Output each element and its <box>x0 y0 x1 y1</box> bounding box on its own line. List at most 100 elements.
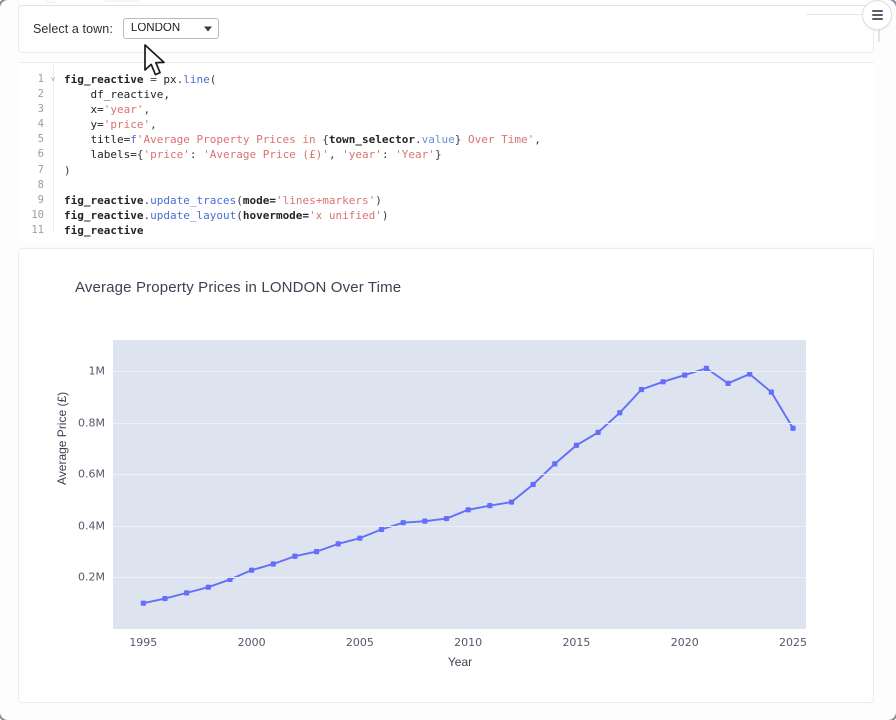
chart-data-marker[interactable] <box>313 548 320 555</box>
chart-y-tick-label: 0.8M <box>78 416 105 430</box>
menu-stub <box>878 30 880 42</box>
code-token: 'Average Property Prices in <box>136 133 323 147</box>
chart-data-marker[interactable] <box>660 379 666 385</box>
code-line[interactable]: 6 labels={'price': 'Average Price (£)', … <box>26 147 541 162</box>
hamburger-menu-button[interactable] <box>862 0 892 30</box>
chart-data-marker[interactable] <box>487 503 493 509</box>
chart-output-card: Average Property Prices in LONDON Over T… <box>18 248 874 703</box>
code-line-number: 7 <box>37 163 44 176</box>
code-token: update_layout <box>150 208 237 222</box>
chart-data-marker[interactable] <box>249 567 255 573</box>
chart-data-marker[interactable] <box>162 595 168 602</box>
code-token: labels= <box>64 148 137 162</box>
code-token: fig_reactive <box>64 73 151 86</box>
chart-data-marker[interactable] <box>638 386 645 393</box>
code-token: f <box>130 133 137 147</box>
code-line-text: fig_reactive = px.line( <box>58 72 216 87</box>
menu-rail <box>806 14 866 15</box>
chart-data-marker[interactable] <box>768 389 774 395</box>
chart-data-marker[interactable] <box>422 518 428 524</box>
chart-line-path <box>142 367 794 605</box>
code-line-text: labels={'price': 'Average Price (£)', 'y… <box>58 147 441 162</box>
chart-data-marker[interactable] <box>140 600 146 606</box>
chart-plot-area[interactable]: 0.2M 0.4M 0.6M 0.8M 1M 1995 2000 2005 2010 2015 20… <box>78 340 807 649</box>
code-line-number: 10 <box>31 208 44 221</box>
code-line-number: 3 <box>37 103 44 116</box>
town-selector-panel: Select a town: LONDON <box>18 5 874 53</box>
chart-data-marker[interactable] <box>378 526 385 532</box>
chart-x-tick-label: 2010 <box>454 636 483 649</box>
chart-gridline: 0.2M <box>78 571 806 584</box>
code-fold-chevron-icon[interactable]: ˅ <box>50 75 56 84</box>
town-select[interactable]: LONDON <box>122 18 219 40</box>
chart-data-marker[interactable] <box>508 499 515 505</box>
code-line-text: fig_reactive.update_layout(hovermode='x … <box>58 208 389 223</box>
code-line-number: 2 <box>37 88 44 101</box>
chart-data-marker[interactable] <box>205 584 211 590</box>
chart-x-tick-label: 2025 <box>779 636 807 649</box>
code-line[interactable]: 9 fig_reactive.update_traces(mode='lines+… <box>26 193 541 208</box>
chart-data-marker[interactable] <box>357 535 363 541</box>
code-line-text: y='price', <box>58 117 156 132</box>
chart-data-marker[interactable] <box>443 515 450 522</box>
code-line[interactable]: 2 df_reactive, <box>26 87 541 102</box>
code-token: . <box>415 133 422 147</box>
chart-data-marker[interactable] <box>790 425 796 431</box>
chart-data-marker[interactable] <box>270 561 276 567</box>
code-token: fig_reactive <box>64 208 144 222</box>
code-line-text: fig_reactive.update_traces(mode='lines+m… <box>58 193 382 208</box>
chart-data-marker[interactable] <box>400 520 406 526</box>
code-line-number: 9 <box>37 193 44 206</box>
code-token: . <box>143 208 151 222</box>
code-token: title= <box>64 133 131 147</box>
code-line[interactable]: 10 fig_reactive.update_layout(hovermode='… <box>26 208 541 223</box>
chart-data-marker[interactable] <box>682 372 688 378</box>
code-token: hovermode= <box>242 208 310 222</box>
code-line[interactable]: 4 y='price', <box>26 117 541 132</box>
code-token: update_traces <box>150 193 237 207</box>
chart-y-tick-label: 0.6M <box>78 467 105 481</box>
code-token: px <box>163 73 177 86</box>
chart-data-marker[interactable] <box>335 541 341 547</box>
chart-data-marker[interactable] <box>184 590 190 596</box>
chart-x-tick-label: 2005 <box>345 636 374 649</box>
chart-gridline: 1M <box>89 364 806 377</box>
town-selector-row: Select a town: LONDON <box>33 18 219 40</box>
code-token: df_reactive, <box>64 88 170 102</box>
code-token: , <box>143 103 151 117</box>
window-corner-bottom-right <box>882 706 896 720</box>
chart-y-tick-label: 0.4M <box>78 519 105 533</box>
town-select-wrapper[interactable]: LONDON <box>122 18 219 40</box>
code-token: 'year' <box>103 103 144 117</box>
code-editor-panel[interactable]: 1 ˅ fig_reactive = px.line(2 df_reactive, 3… <box>18 62 874 242</box>
chart-y-tick-label: 1M <box>88 364 106 378</box>
code-line[interactable]: 7) <box>26 163 541 178</box>
code-line-number: 1 <box>37 73 44 85</box>
code-token: 'x unified' <box>309 208 382 222</box>
chart-x-tick-label: 2015 <box>562 636 591 649</box>
chart-data-marker[interactable] <box>595 429 601 435</box>
code-line[interactable]: 3 x='year', <box>26 102 541 117</box>
code-line[interactable]: 11 fig_reactive <box>26 223 541 238</box>
chart-data-marker[interactable] <box>747 371 753 377</box>
code-line[interactable]: 1 ˅ fig_reactive = px.line( <box>26 72 541 87</box>
code-line-text: fig_reactive <box>58 223 143 238</box>
code-line[interactable]: 5 title=f'Average Property Prices in {to… <box>26 132 541 147</box>
code-token: ) <box>64 163 71 177</box>
chart-gridline: 0.4M <box>78 519 806 532</box>
code-token: value <box>421 133 455 147</box>
chart-data-marker[interactable] <box>530 481 536 488</box>
chart-data-marker[interactable] <box>292 553 298 559</box>
chart-data-marker[interactable] <box>552 461 558 467</box>
chart-data-marker[interactable] <box>465 507 471 513</box>
code-line-number: 11 <box>31 223 44 236</box>
chart-data-marker[interactable] <box>617 410 623 416</box>
chart-data-marker[interactable] <box>725 380 731 386</box>
chart-data-marker[interactable] <box>573 442 580 448</box>
code-line[interactable]: 8 <box>26 178 541 193</box>
chart-data-marker[interactable] <box>703 365 709 371</box>
code-lines-container[interactable]: 1 ˅ fig_reactive = px.line(2 df_reactive, 3… <box>26 72 541 238</box>
chart-x-tick-label: 1995 <box>129 636 158 649</box>
code-token: 'Average Price (£)' <box>203 148 329 162</box>
code-token: y= <box>64 118 104 132</box>
